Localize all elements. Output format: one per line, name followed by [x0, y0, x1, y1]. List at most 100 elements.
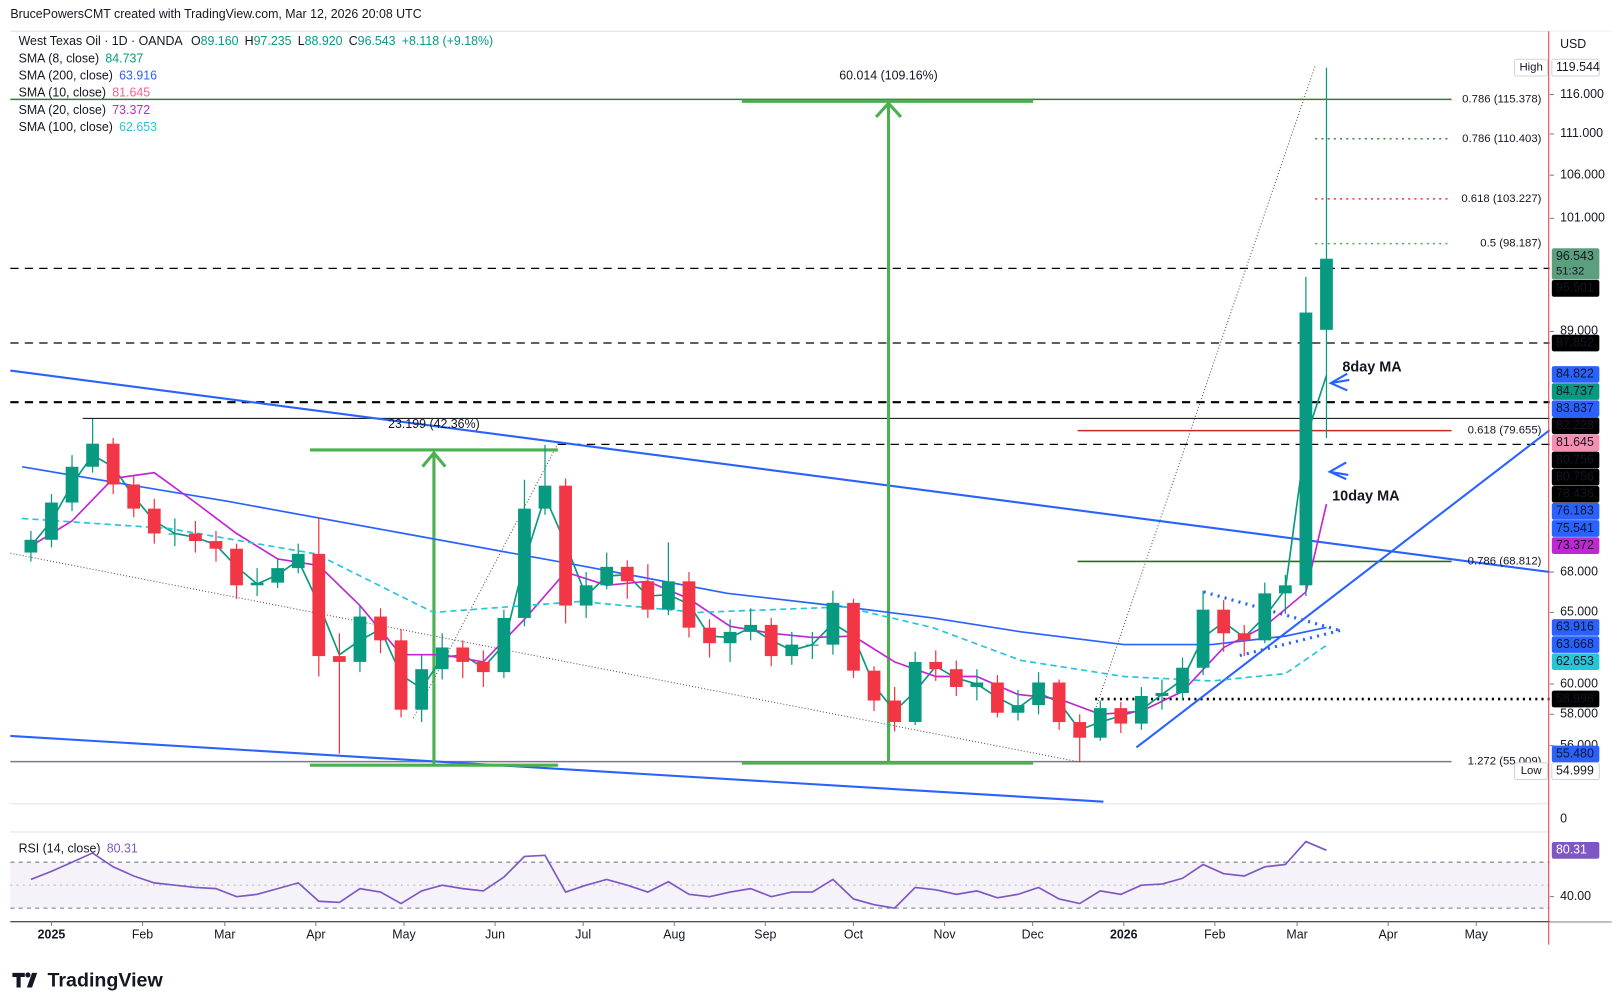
rsi-pane [10, 840, 1550, 910]
annotation: 10day MA [1332, 489, 1400, 505]
currency: USD [1560, 37, 1586, 51]
price-tag-label: 58.998 [1556, 691, 1594, 705]
price-tag-label: 76.183 [1556, 504, 1594, 518]
indicator-name: SMA (20, close) [19, 103, 106, 117]
x-tick-label: Aug [663, 928, 685, 942]
ohlc-key: L [298, 34, 305, 48]
candle-body [1320, 258, 1333, 330]
indicator-value: 81.645 [112, 86, 150, 100]
candle-body [374, 616, 387, 641]
x-tick-label: Apr [1379, 928, 1398, 942]
candle-body [641, 581, 655, 610]
price-tag-label: 73.372 [1556, 538, 1594, 552]
price-tag [1551, 468, 1600, 486]
price-tag [1551, 417, 1600, 435]
legend-row: SMA (8, close) 84.737 [19, 52, 144, 66]
candle-body [353, 616, 367, 662]
price-tag-label: 62.653 [1556, 654, 1594, 668]
candle-body [1093, 708, 1107, 738]
price-tag [1551, 762, 1600, 780]
candle-body [1196, 609, 1210, 668]
candle-body [1114, 708, 1128, 724]
price-tag [1551, 653, 1600, 671]
price-tag-label: 84.822 [1556, 367, 1594, 381]
candle-body [764, 624, 778, 657]
candle-body [703, 627, 716, 644]
price-tag-label: 63.668 [1556, 637, 1594, 651]
arrow-head [874, 101, 903, 118]
logo-icon [25, 972, 31, 978]
price-tag [1551, 619, 1600, 636]
candle-body [250, 582, 264, 586]
candle-body [456, 647, 470, 662]
legend-row: SMA (100, close) 62.653 [19, 120, 158, 134]
price-tag [1551, 279, 1600, 297]
indicator-name: RSI (14, close) [19, 842, 101, 856]
candle-body [888, 700, 901, 723]
candle-body [1176, 667, 1189, 693]
levels [10, 98, 1550, 763]
fib-label: 0.618 (79.655) [1468, 425, 1542, 437]
fib-label: 0.786 (68.812) [1468, 555, 1542, 567]
y-tick-label: 40.00 [1560, 889, 1591, 903]
arrow-head [421, 450, 447, 468]
candle-body [991, 682, 1004, 713]
x-tick-label: 2026 [1110, 928, 1138, 942]
candle-body [826, 602, 840, 645]
brand: TradingView [48, 969, 164, 991]
candle-body [1217, 609, 1231, 634]
x-tick-label: Jul [575, 928, 591, 942]
candle-body [518, 508, 531, 618]
candle-body [435, 647, 449, 670]
price-tag-label: 75.541 [1556, 521, 1594, 535]
wedge-line [1203, 590, 1341, 632]
x-tick-label: Apr [306, 928, 325, 942]
candle-body [1278, 585, 1292, 594]
y-tick-label: 58.000 [1560, 707, 1598, 721]
candle-body [559, 485, 572, 606]
candle-body [497, 617, 511, 673]
y-tick-label: 68.000 [1560, 564, 1598, 578]
candle-body [168, 533, 182, 535]
candle-body [723, 631, 737, 644]
indicator-name: SMA (8, close) [19, 52, 100, 66]
price-tag-label: 81.645 [1556, 435, 1594, 449]
price-tag-label: 80.756 [1556, 452, 1594, 466]
price-tag-label: 78.436 [1556, 487, 1594, 501]
y-tick-label: 116.000 [1560, 87, 1604, 101]
annotation: 60.014 (109.16%) [839, 68, 938, 82]
legend-row: West Texas Oil · 1D · OANDA O89.160 H97.23… [19, 34, 494, 48]
candle-body [600, 566, 614, 586]
price-tag-label: 63.916 [1556, 620, 1594, 634]
y-tick-label: 106.000 [1560, 167, 1605, 181]
price-tag-label: 95.501 [1556, 281, 1594, 295]
legend-row: SMA (20, close) 73.372 [19, 103, 151, 117]
indicator-value: 80.31 [107, 842, 138, 856]
price-tag [1551, 366, 1600, 383]
price-tag [1551, 58, 1600, 77]
y-tick-label: 60.000 [1560, 676, 1598, 690]
candle-body [476, 661, 490, 673]
change: +8.118 (+9.18%) [402, 34, 493, 48]
legend-row: SMA (200, close) 63.916 [19, 69, 158, 83]
ohlc-key: C [349, 34, 358, 48]
price-tag [1551, 520, 1600, 537]
annotation: 23.199 (42.36%) [388, 417, 480, 431]
candle-body [662, 581, 675, 610]
flag-box [1514, 762, 1549, 780]
candle-body [209, 541, 223, 549]
price-tag-label: 54.999 [1556, 763, 1594, 777]
x-tick-label: Dec [1022, 928, 1044, 942]
price-tag-label: 96.543 [1556, 249, 1594, 263]
candle-body [970, 682, 984, 687]
candle-body [538, 485, 552, 509]
candle-body [908, 661, 922, 723]
price-tag [1551, 383, 1600, 400]
ohlc-value: 89.160 [201, 34, 239, 48]
candle-body [147, 508, 161, 534]
candle-body [620, 566, 634, 582]
candle-body [682, 581, 696, 628]
fib-label: 0.786 (110.403) [1462, 133, 1541, 145]
x-tick-label: Oct [844, 928, 864, 942]
